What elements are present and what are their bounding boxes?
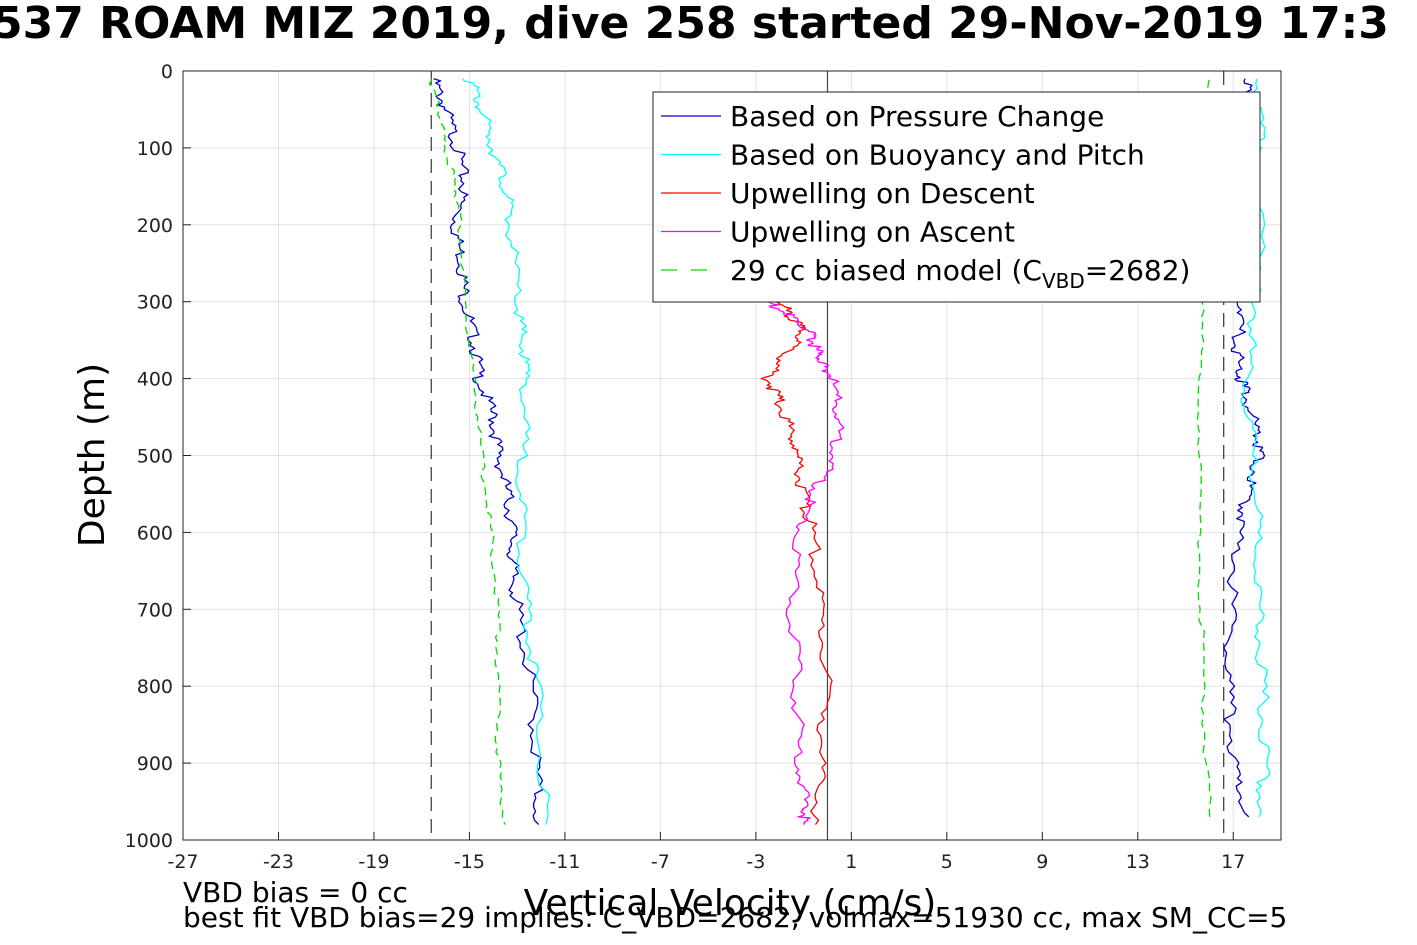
y-axis-label: Depth (m) xyxy=(72,363,113,547)
y-tick-label: 1000 xyxy=(125,830,173,852)
x-tick-label: -11 xyxy=(549,851,580,873)
x-tick-label: -3 xyxy=(746,851,765,873)
y-tick-label: 300 xyxy=(137,292,173,314)
legend-label: Based on Buoyancy and Pitch xyxy=(730,139,1145,172)
x-tick-label: 1 xyxy=(845,851,857,873)
series-based-on-buoyancy-and-pitch-descent xyxy=(462,78,551,825)
tick-labels: -27 -23 -19 -15 -11 -7 -3 1 5 9 13 17 0 100 200 300 400 5… xyxy=(125,61,1246,873)
legend-box xyxy=(652,91,1261,303)
legend-label-suffix: =2682) xyxy=(1085,254,1191,287)
series-based-on-buoyancy-and-pitch-ascent xyxy=(1240,78,1271,818)
series-29-cc-biased-model-descent xyxy=(428,78,506,825)
y-tick-label: 800 xyxy=(137,676,173,698)
series-upwelling-on-descent xyxy=(760,301,833,825)
x-tick-label: 9 xyxy=(1036,851,1048,873)
series-upwelling-on-ascent xyxy=(767,301,845,825)
x-tick-label: -23 xyxy=(263,851,294,873)
y-tick-label: 200 xyxy=(137,215,173,237)
y-tick-label: 0 xyxy=(161,61,173,83)
y-tick-label: 400 xyxy=(137,369,173,391)
best-fit-note: best fit VBD bias=29 implies: C_VBD=2682… xyxy=(183,901,1288,934)
x-tick-label: 5 xyxy=(941,851,953,873)
legend-label-subscript: VBD xyxy=(1042,269,1085,293)
x-tick-label: -19 xyxy=(358,851,389,873)
y-tick-label: 500 xyxy=(137,446,173,468)
y-tick-label: 100 xyxy=(137,138,173,160)
x-tick-label: -7 xyxy=(651,851,670,873)
x-tick-label: -27 xyxy=(167,851,198,873)
chart-title: 537 ROAM MIZ 2019, dive 258 started 29-N… xyxy=(0,0,1389,49)
legend-label: Upwelling on Ascent xyxy=(730,216,1015,249)
y-tick-label: 900 xyxy=(137,753,173,775)
x-axis-label: Vertical Velocity (cm/s) xyxy=(524,883,937,924)
legend-label: Based on Pressure Change xyxy=(730,100,1104,133)
x-tick-label: 13 xyxy=(1126,851,1150,873)
legend: Based on Pressure Change Based on Buoyanc… xyxy=(652,91,1261,303)
x-tick-label: -15 xyxy=(454,851,485,873)
y-tick-label: 600 xyxy=(137,522,173,544)
series-based-on-pressure-change-descent xyxy=(433,78,544,826)
x-tick-label: 17 xyxy=(1221,851,1245,873)
vbd-bias-note: VBD bias = 0 cc xyxy=(183,876,408,909)
legend-label: 29 cc biased model (CVBD=2682) xyxy=(730,254,1190,293)
legend-label: Upwelling on Descent xyxy=(730,177,1035,210)
y-tick-label: 700 xyxy=(137,599,173,621)
